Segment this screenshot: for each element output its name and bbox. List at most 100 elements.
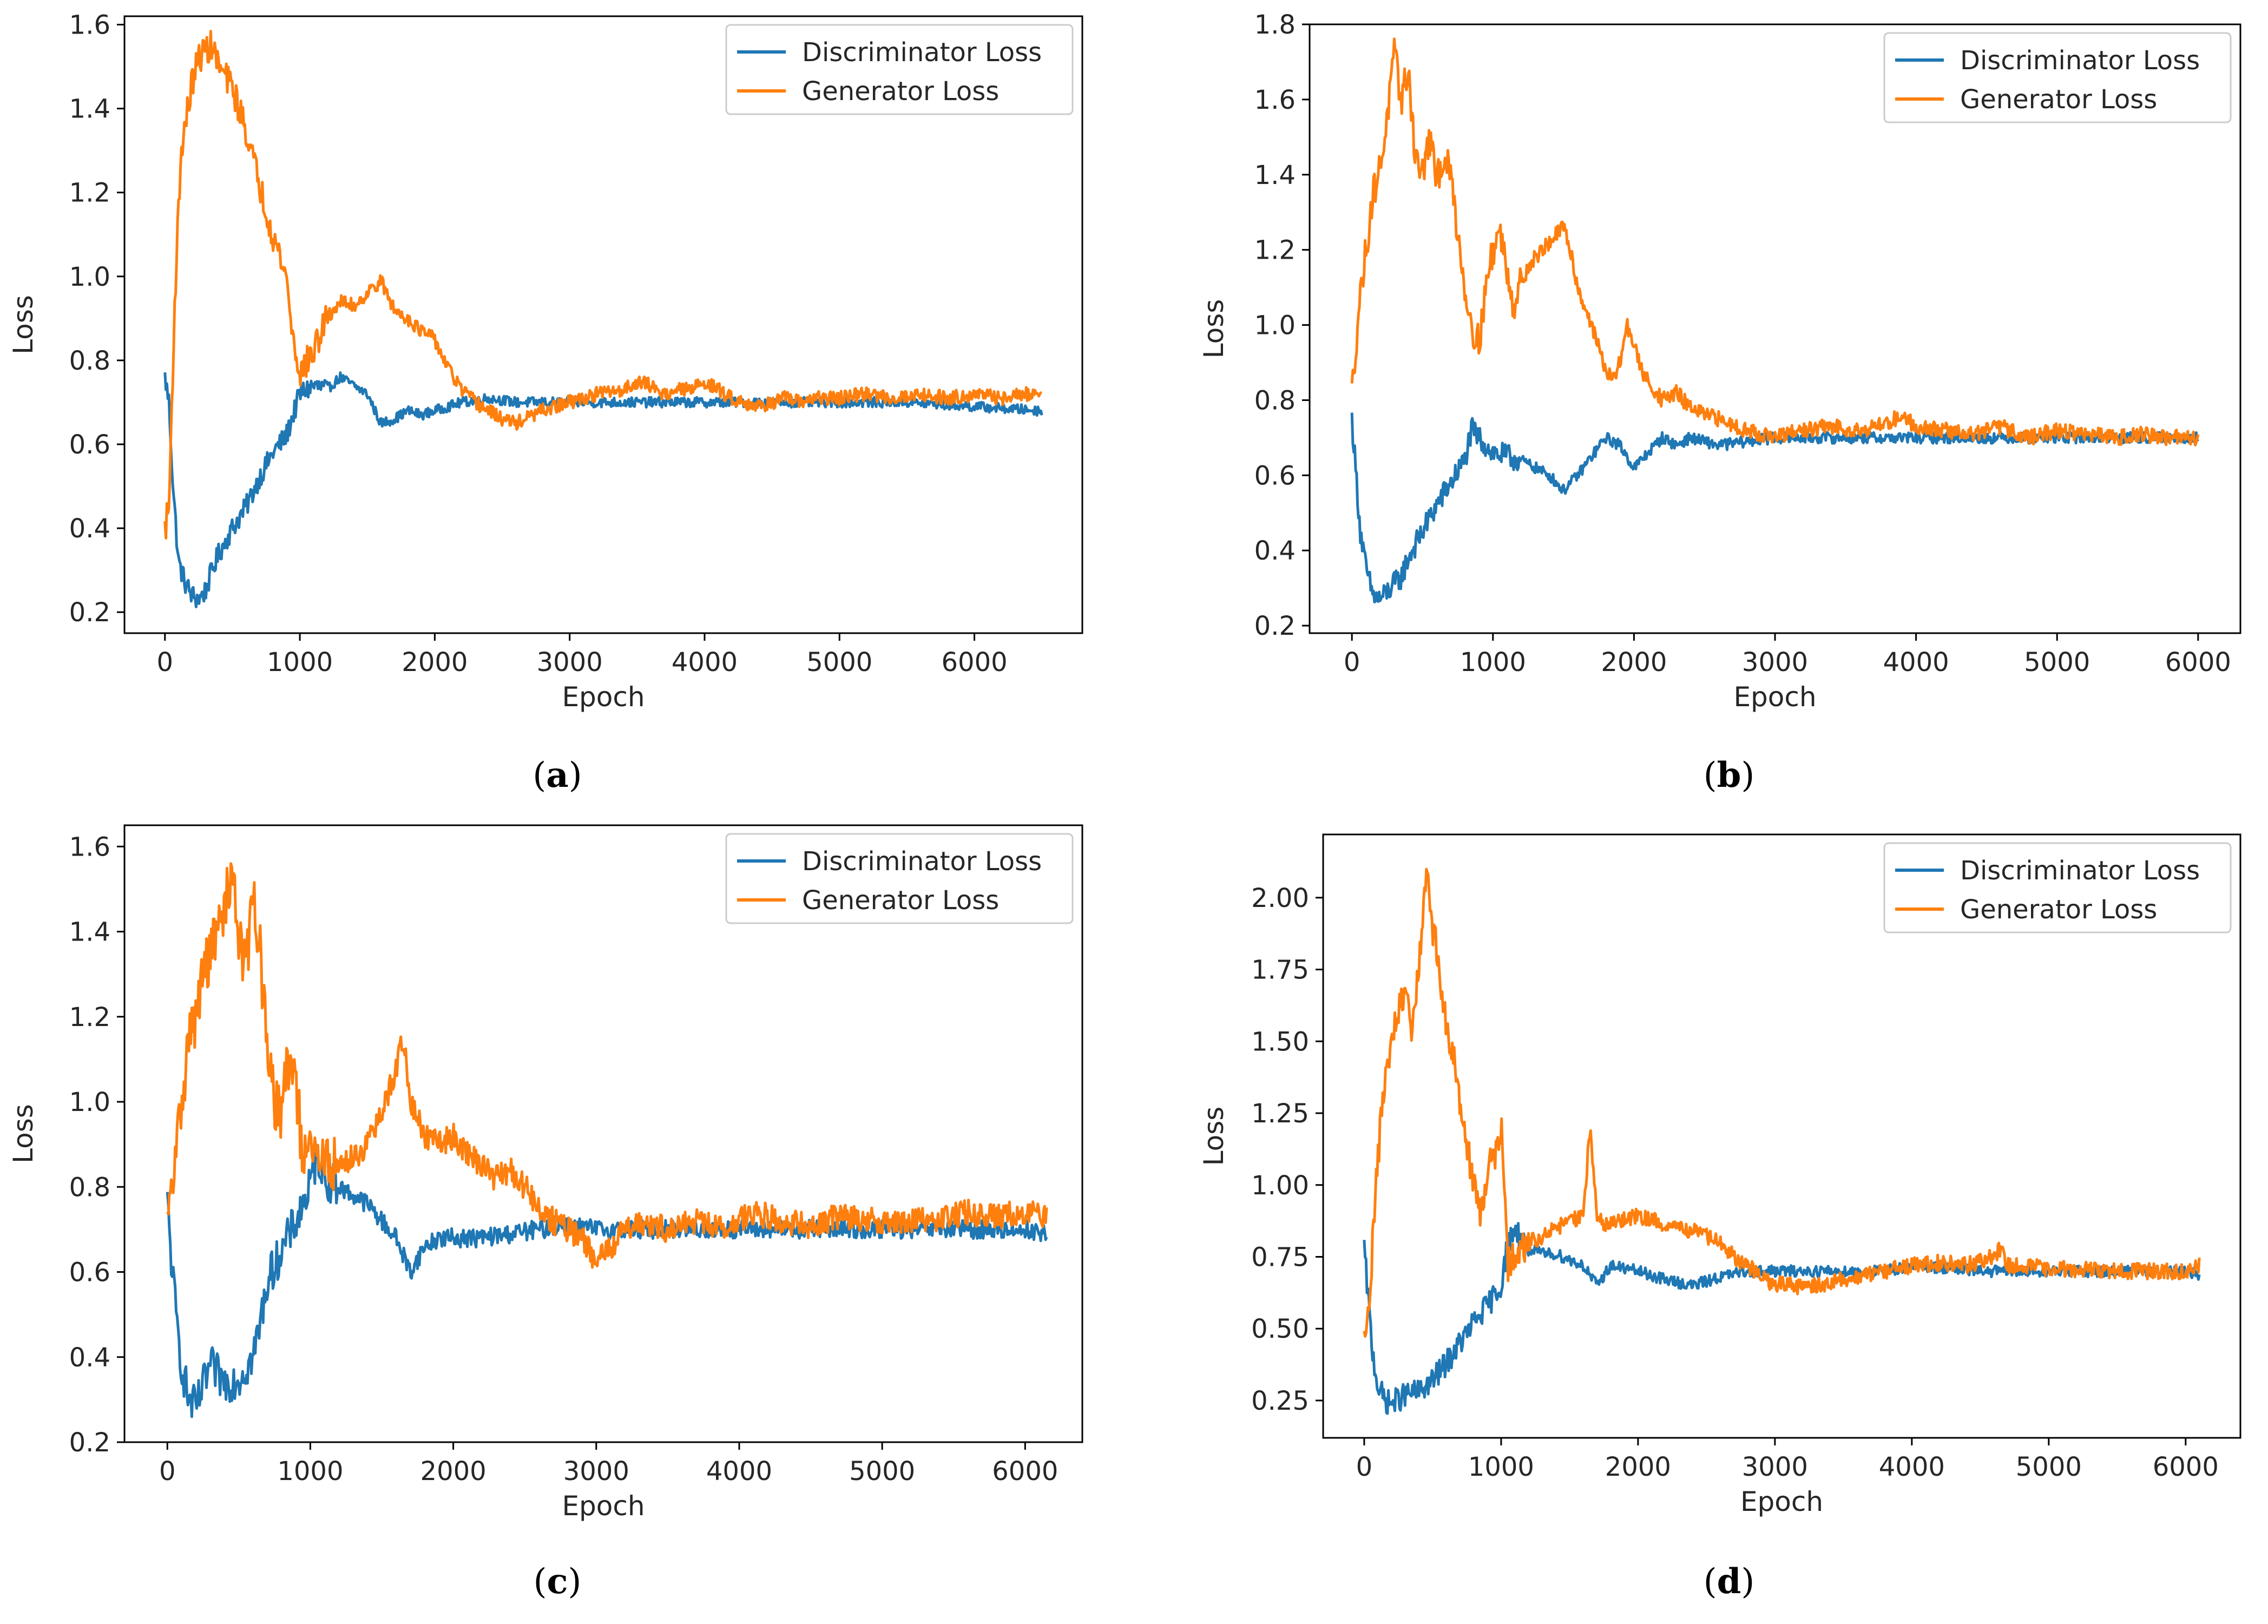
legend-label-discriminator: Discriminator Loss	[1960, 45, 2200, 76]
y-tick-label: 1.4	[69, 917, 110, 948]
legend-label-generator: Generator Loss	[802, 885, 999, 916]
chart-a: 0 1000 2000 3000 4000 5000 6000 0.2 0.4 0.6 0.8 1.0…	[8, 10, 1083, 713]
y-tick-label: 1.0	[69, 262, 110, 292]
caption-c: (c)	[533, 1561, 582, 1602]
x-tick-label: 1000	[267, 647, 333, 678]
x-axis-label: Epoch	[1733, 681, 1816, 713]
x-tick-label: 5000	[806, 647, 872, 678]
y-axis-label: Loss	[8, 295, 39, 354]
x-tick-label: 4000	[672, 647, 738, 678]
y-tick-label: 2.00	[1251, 883, 1309, 913]
y-tick-label: 0.4	[69, 514, 110, 544]
y-tick-label: 0.25	[1251, 1386, 1309, 1416]
panel-c: 0 1000 2000 3000 4000 5000 6000 0.2 0.4 0.6 0.8 1.0…	[0, 812, 1109, 1548]
x-tick-label: 2000	[402, 647, 468, 678]
x-tick-label: 5000	[2016, 1452, 2082, 1482]
x-tick-label: 4000	[1883, 647, 1949, 678]
y-tick-label: 0.2	[69, 597, 110, 628]
x-tick-label: 0	[1344, 647, 1360, 678]
y-tick-label: 1.8	[1254, 10, 1296, 40]
x-tick-label: 6000	[992, 1456, 1058, 1487]
y-tick-label: 0.8	[69, 346, 110, 376]
y-tick-label: 1.6	[69, 832, 110, 862]
y-tick-label: 1.2	[1254, 235, 1296, 266]
y-tick-label: 1.6	[69, 10, 110, 41]
series-line-discriminator	[166, 1143, 1048, 1418]
y-tick-label: 1.2	[69, 1002, 110, 1033]
legend-label-generator: Generator Loss	[802, 76, 999, 107]
y-tick-label: 0.8	[69, 1172, 110, 1202]
x-tick-label: 1000	[1460, 647, 1526, 678]
x-tick-label: 3000	[1742, 1452, 1808, 1482]
x-tick-label: 3000	[537, 647, 603, 678]
x-tick-label: 2000	[1605, 1452, 1671, 1482]
x-tick-label: 0	[159, 1456, 176, 1487]
y-tick-label: 1.75	[1251, 955, 1309, 985]
series-line-discriminator	[163, 371, 1043, 608]
x-tick-label: 6000	[2153, 1452, 2219, 1482]
y-tick-label: 0.8	[1254, 385, 1296, 416]
y-tick-label: 1.0	[1254, 311, 1296, 341]
y-tick-label: 1.00	[1251, 1171, 1309, 1201]
caption-a: (a)	[533, 755, 582, 795]
x-tick-label: 2000	[1601, 647, 1667, 678]
y-tick-label: 0.4	[1254, 536, 1296, 566]
x-tick-label: 5000	[2024, 647, 2090, 678]
series-line-generator	[1363, 867, 2201, 1338]
legend-box	[725, 24, 1074, 115]
legend-label-generator: Generator Loss	[1960, 895, 2157, 925]
series-line-discriminator	[1350, 412, 2199, 603]
y-tick-label: 0.2	[1254, 611, 1296, 641]
x-tick-label: 6000	[941, 647, 1007, 678]
plot-frame	[123, 824, 1083, 1443]
legend-box	[725, 833, 1074, 924]
caption-d: (d)	[1703, 1561, 1755, 1602]
legend-label-discriminator: Discriminator Loss	[1960, 856, 2200, 886]
x-tick-label: 2000	[420, 1456, 487, 1487]
x-axis-label: Epoch	[562, 681, 645, 713]
series-line-generator	[1350, 37, 2200, 446]
series-line-discriminator	[1363, 1222, 2201, 1415]
caption-b: (b)	[1703, 755, 1755, 795]
y-axis-label: Loss	[8, 1104, 39, 1163]
x-tick-label: 4000	[1879, 1452, 1945, 1482]
series-line-generator	[163, 30, 1042, 540]
y-tick-label: 0.6	[69, 1258, 110, 1288]
y-tick-label: 0.6	[69, 430, 110, 460]
legend-label-discriminator: Discriminator Loss	[802, 846, 1042, 877]
x-tick-label: 0	[1356, 1452, 1373, 1482]
y-axis-label: Loss	[1198, 1107, 1230, 1166]
y-tick-label: 1.4	[69, 94, 110, 124]
x-axis-label: Epoch	[1740, 1486, 1823, 1517]
plot-frame	[1322, 833, 2241, 1439]
plot-frame	[123, 15, 1083, 634]
panel-a: 0 1000 2000 3000 4000 5000 6000 0.2 0.4 0.6 0.8 1.0…	[0, 0, 1109, 736]
x-tick-label: 1000	[277, 1456, 343, 1487]
chart-b: 0 1000 2000 3000 4000 5000 6000 0.2 0.4 0.6 0.8 1.0…	[1198, 10, 2241, 713]
y-tick-label: 1.6	[1254, 85, 1296, 115]
y-axis-label: Loss	[1198, 299, 1230, 359]
y-tick-label: 1.4	[1254, 160, 1296, 190]
chart-c: 0 1000 2000 3000 4000 5000 6000 0.2 0.4 0.6 0.8 1.0…	[8, 824, 1083, 1522]
x-tick-label: 0	[157, 647, 174, 678]
panel-d: 0 1000 2000 3000 4000 5000 6000 0.25 0.50 0.75 1.0…	[1163, 812, 2268, 1548]
x-tick-label: 1000	[1468, 1452, 1534, 1482]
x-tick-label: 6000	[2165, 647, 2231, 678]
y-tick-label: 1.50	[1251, 1027, 1309, 1057]
y-tick-label: 0.6	[1254, 461, 1296, 491]
series-line-generator	[166, 862, 1048, 1269]
y-tick-label: 1.25	[1251, 1099, 1309, 1129]
legend-label-generator: Generator Loss	[1960, 84, 2157, 115]
panel-b: 0 1000 2000 3000 4000 5000 6000 0.2 0.4 0.6 0.8 1.0…	[1163, 0, 2268, 736]
x-tick-label: 3000	[563, 1456, 629, 1487]
x-tick-label: 3000	[1742, 647, 1808, 678]
chart-d: 0 1000 2000 3000 4000 5000 6000 0.25 0.50 0.75 1.0…	[1198, 833, 2241, 1517]
legend-box	[1883, 842, 2232, 933]
x-tick-label: 5000	[849, 1456, 915, 1487]
legend-box	[1883, 32, 2232, 123]
y-tick-label: 0.2	[69, 1428, 110, 1458]
x-axis-label: Epoch	[562, 1490, 645, 1522]
legend-label-discriminator: Discriminator Loss	[802, 37, 1042, 68]
y-tick-label: 0.75	[1251, 1242, 1309, 1273]
